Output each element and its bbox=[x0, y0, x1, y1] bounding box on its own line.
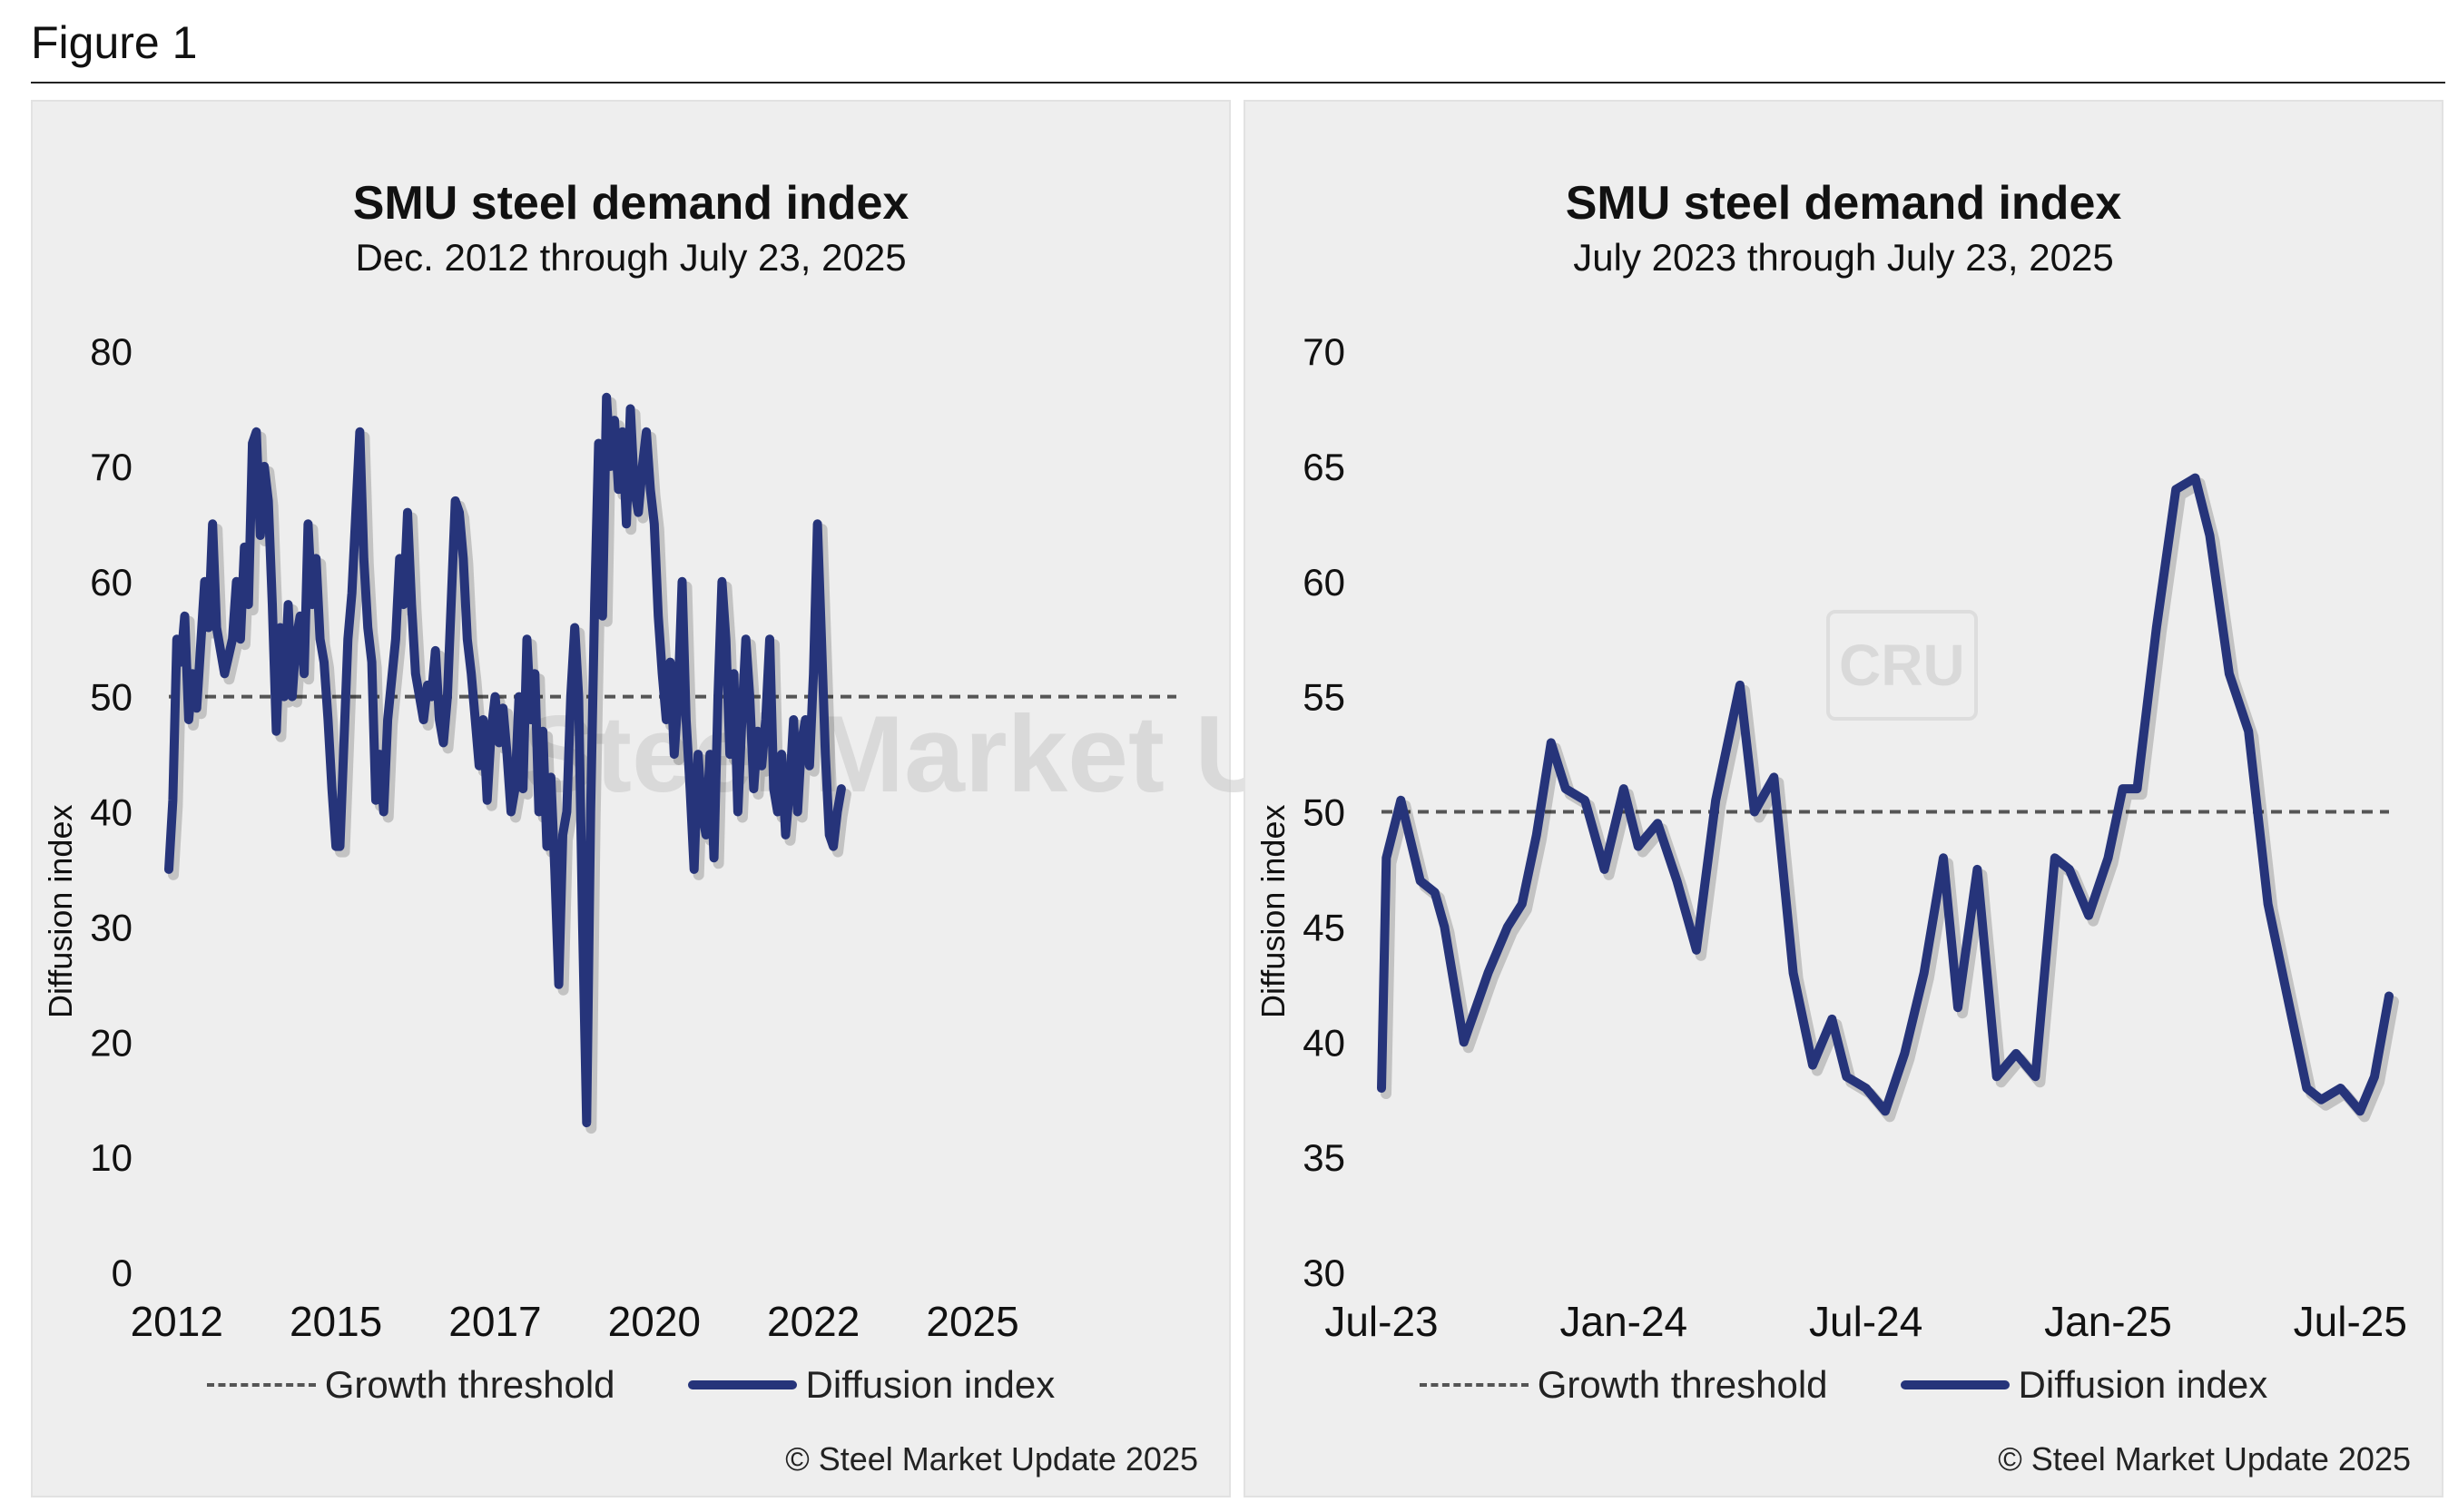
y-tick-label: 10 bbox=[90, 1136, 133, 1179]
figure-label: Figure 1 bbox=[31, 17, 198, 68]
legend-item-diffusion: Diffusion index bbox=[1900, 1363, 2268, 1407]
y-tick-label: 65 bbox=[1303, 446, 1345, 488]
x-tick-label: 2017 bbox=[448, 1298, 541, 1345]
x-tick-label: Jan-24 bbox=[1559, 1298, 1687, 1345]
copyright-note: © Steel Market Update 2025 bbox=[1998, 1440, 2411, 1478]
series-line-diffusion-index bbox=[164, 392, 846, 1128]
legend-swatch-dashed bbox=[206, 1383, 316, 1387]
legend-item-diffusion: Diffusion index bbox=[687, 1363, 1056, 1407]
copyright-note: © Steel Market Update 2025 bbox=[785, 1440, 1198, 1478]
chart-panel-recent: CRU SMU steel demand index July 2023 thr… bbox=[1244, 100, 2443, 1497]
legend-label: Growth threshold bbox=[1537, 1363, 1828, 1406]
x-tick-label: 2020 bbox=[608, 1298, 701, 1345]
y-tick-label: 35 bbox=[1303, 1136, 1345, 1179]
y-tick-label: 70 bbox=[90, 446, 133, 488]
y-tick-label: 55 bbox=[1303, 676, 1345, 719]
legend-swatch-solid bbox=[687, 1380, 797, 1389]
x-tick-label: Jul-24 bbox=[1809, 1298, 1922, 1345]
chart-title: SMU steel demand index bbox=[1565, 177, 2122, 230]
series-line-shadow bbox=[1381, 477, 2399, 1123]
y-tick-label: 0 bbox=[112, 1252, 133, 1294]
chart-subtitle: Dec. 2012 through July 23, 2025 bbox=[355, 236, 907, 279]
y-tick-label: 40 bbox=[90, 791, 133, 834]
line-chart-recent: 30 35 40 45 50 55 60 65 70 Jul-23 Jan-24 Jul-24 Jan-… bbox=[1303, 330, 2407, 1345]
x-tick-label: 2015 bbox=[290, 1298, 382, 1345]
y-tick-label: 30 bbox=[1303, 1252, 1345, 1294]
legend-item-threshold: Growth threshold bbox=[1419, 1363, 1828, 1407]
legend-swatch-dashed bbox=[1419, 1383, 1529, 1387]
y-tick-label: 60 bbox=[90, 561, 133, 604]
x-tick-label: 2025 bbox=[926, 1298, 1018, 1345]
y-tick-label: 70 bbox=[1303, 330, 1345, 373]
y-tick-label: 60 bbox=[1303, 561, 1345, 604]
legend-label: Growth threshold bbox=[324, 1363, 615, 1406]
chart-subtitle: July 2023 through July 23, 2025 bbox=[1573, 236, 2114, 279]
x-tick-label: Jul-25 bbox=[2294, 1298, 2407, 1345]
y-tick-label: 50 bbox=[90, 676, 133, 719]
legend-label: Diffusion index bbox=[805, 1363, 1056, 1406]
figure-divider bbox=[31, 82, 2445, 83]
legend-swatch-solid bbox=[1900, 1380, 2010, 1389]
x-tick-label: 2012 bbox=[131, 1298, 223, 1345]
chart-legend: Growth threshold Diffusion index bbox=[33, 1363, 1229, 1407]
chart-legend: Growth threshold Diffusion index bbox=[1245, 1363, 2442, 1407]
y-tick-label: 20 bbox=[90, 1021, 133, 1064]
line-chart-long-term: 0 10 20 30 40 50 60 70 80 2012 2015 2017 2020 2022 202… bbox=[90, 330, 1176, 1345]
y-tick-label: 45 bbox=[1303, 906, 1345, 948]
series-line-diffusion-index bbox=[1377, 473, 2394, 1116]
x-tick-label: Jul-23 bbox=[1324, 1298, 1438, 1345]
chart-panel-long-term: Steel Market Update SMU steel demand ind… bbox=[31, 100, 1564, 1497]
chart-title: SMU steel demand index bbox=[352, 177, 909, 230]
x-tick-label: 2022 bbox=[767, 1298, 860, 1345]
x-tick-label: Jan-25 bbox=[2044, 1298, 2172, 1345]
legend-label: Diffusion index bbox=[2018, 1363, 2268, 1406]
y-tick-label: 50 bbox=[1303, 791, 1345, 834]
legend-item-threshold: Growth threshold bbox=[206, 1363, 615, 1407]
y-tick-label: 80 bbox=[90, 330, 133, 373]
y-tick-label: 30 bbox=[90, 906, 133, 948]
y-tick-label: 40 bbox=[1303, 1021, 1345, 1064]
